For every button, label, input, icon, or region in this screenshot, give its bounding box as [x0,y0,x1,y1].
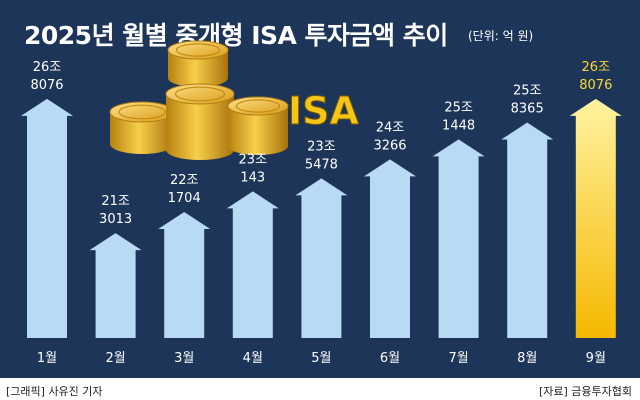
value-label-4-line-1: 23조 [239,152,268,167]
coin-stack-illustration [109,40,289,160]
chart-card: 2025년 월별 중개형 ISA 투자금액 추이 (단위: 억 원) ISA 2… [0,0,640,378]
coin-stack-top [167,40,229,87]
value-label-5-line-1: 23조 [307,139,336,154]
coin-face-ring [174,86,226,102]
value-label-2-line-1: 21조 [101,194,130,209]
chart-svg: ISA 26조 8076 21조 3013 22조 1704 23조 143 23조 5478 24… [21,40,622,366]
bar-arrow-9 [569,98,622,338]
value-label-7-line-2: 1448 [442,118,475,133]
value-label-1-line-1: 26조 [33,60,62,75]
bar-arrow-2 [89,233,142,338]
value-label-4-line-2: 143 [240,170,265,185]
value-label-7-line-1: 25조 [444,100,473,115]
value-label-6-line-2: 3266 [373,138,406,153]
isa-logo: ISA [288,89,360,133]
coin-face-ring [235,99,281,113]
bars-group [21,98,622,339]
category-label-1: 1월 [37,351,57,366]
data-source: [자료] 금융투자협회 [538,385,632,398]
value-label-3-line-1: 22조 [170,173,199,188]
category-label-4: 4월 [243,351,263,366]
value-label-2-line-2: 3013 [99,212,132,227]
coin-stack-right [227,96,289,155]
coin-stack-left [109,101,175,154]
graphic-credit: [그래픽] 사유진 기자 [6,385,103,398]
coin-face-ring [118,104,166,120]
bar-arrow-7 [432,139,485,338]
category-label-8: 8월 [517,351,537,366]
bar-arrow-6 [364,159,416,338]
bar-arrow-4 [226,191,279,338]
value-label-6-line-1: 24조 [376,120,405,135]
category-label-9: 9월 [586,351,606,366]
category-label-3: 3월 [174,351,194,366]
coin-face-ring [175,43,221,57]
value-label-1-line-2: 8076 [30,78,63,93]
value-label-8-line-2: 8365 [511,102,544,117]
unit-label: (단위: 억 원) [468,29,534,43]
value-label-5-line-2: 5478 [305,157,338,172]
value-label-9-line-1: 26조 [582,60,611,75]
category-label-5: 5월 [311,351,331,366]
value-labels-group: 26조 8076 21조 3013 22조 1704 23조 143 23조 5478 24조 326… [30,60,612,227]
bar-arrow-8 [501,122,554,339]
category-label-2: 2월 [105,351,125,366]
value-label-8-line-1: 25조 [513,84,542,99]
bar-arrow-1 [21,98,73,338]
category-label-7: 7월 [448,351,468,366]
bar-arrow-3 [158,211,211,338]
category-label-6: 6월 [380,351,400,366]
value-label-9-line-2: 8076 [579,78,612,93]
category-labels-group: 1월 2월 3월 4월 5월 6월 7월 8월 9월 [37,351,606,366]
bar-arrow-5 [295,178,348,338]
value-label-3-line-2: 1704 [168,191,201,206]
chart-title: 2025년 월별 중개형 ISA 투자금액 추이 [24,21,448,50]
coin-stack-center [165,83,235,160]
